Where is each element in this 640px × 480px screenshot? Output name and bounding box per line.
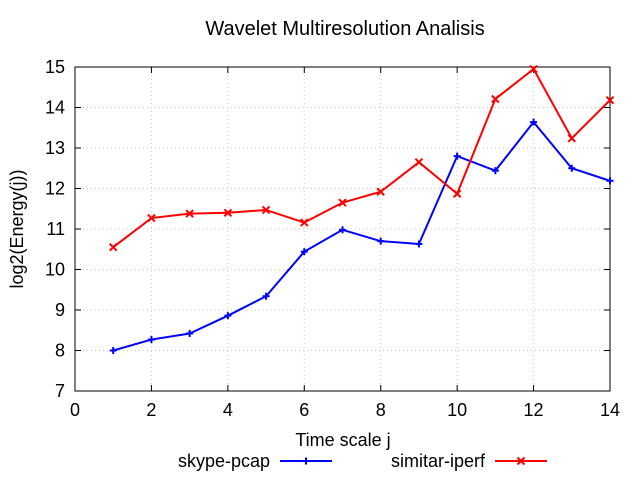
- data-point-skype-pcap: [415, 240, 423, 248]
- data-point-simitar-iperf: [261, 205, 271, 215]
- data-point-simitar-iperf: [452, 189, 462, 198]
- data-point-skype-pcap: [606, 177, 614, 185]
- y-tick-label: 11: [46, 219, 65, 239]
- data-point-skype-pcap: [109, 347, 117, 354]
- x-tick-label: 8: [376, 400, 386, 420]
- data-point-skype-pcap: [530, 118, 538, 126]
- y-tick-labels: 7 8 9 10 11 12 13 14 15: [45, 57, 65, 401]
- data-point-skype-pcap: [262, 292, 270, 300]
- chart-title: Wavelet Multiresolution Analisis: [205, 18, 484, 40]
- y-tick-label: 10: [45, 260, 65, 280]
- x-tick-label: 6: [299, 400, 309, 420]
- x-tick-labels: 0 2 4 6 8 10 12 14: [70, 400, 620, 420]
- x-tick-label: 0: [70, 400, 80, 420]
- x-tick-label: 12: [524, 400, 544, 420]
- data-point-simitar-iperf: [109, 243, 118, 252]
- series-skype-pcap: [109, 118, 614, 354]
- y-tick-label: 12: [45, 179, 65, 199]
- y-axis-label: log2(Energy(j)): [7, 169, 27, 288]
- series-group: [109, 64, 615, 354]
- legend-label-skype-pcap: skype-pcap: [178, 451, 270, 471]
- legend-marker: [516, 456, 526, 466]
- data-point-simitar-iperf: [605, 96, 615, 105]
- data-point-simitar-iperf: [300, 218, 309, 227]
- data-point-skype-pcap: [453, 152, 461, 160]
- legend-sample-simitar-iperf: [495, 456, 547, 466]
- data-point-simitar-iperf: [567, 134, 576, 143]
- data-point-skype-pcap: [491, 167, 499, 175]
- data-point-simitar-iperf: [376, 187, 385, 196]
- data-point-simitar-iperf: [223, 208, 233, 218]
- axis-ticks: [74, 66, 611, 392]
- data-point-skype-pcap: [300, 248, 308, 256]
- x-tick-label: 10: [447, 400, 467, 420]
- data-point-skype-pcap: [568, 164, 576, 172]
- data-point-simitar-iperf: [147, 213, 156, 223]
- legend-label-simitar-iperf: simitar-iperf: [391, 451, 486, 471]
- series-line-simitar-iperf: [112, 67, 611, 249]
- data-point-skype-pcap: [147, 336, 155, 344]
- series-simitar-iperf: [109, 64, 615, 252]
- data-point-skype-pcap: [186, 329, 194, 337]
- x-tick-label: 2: [146, 400, 156, 420]
- series-line-skype-pcap: [112, 120, 611, 352]
- y-tick-label: 13: [45, 138, 65, 158]
- x-tick-label: 4: [223, 400, 233, 420]
- y-tick-label: 14: [45, 98, 65, 118]
- data-point-skype-pcap: [377, 237, 385, 245]
- y-tick-label: 9: [55, 300, 65, 320]
- data-point-simitar-iperf: [414, 157, 424, 167]
- data-point-simitar-iperf: [491, 94, 500, 104]
- x-axis-label: Time scale j: [295, 430, 390, 450]
- legend: skype-pcap simitar-iperf: [178, 451, 547, 471]
- data-point-simitar-iperf: [338, 198, 347, 207]
- y-tick-label: 8: [55, 341, 65, 361]
- legend-marker: [302, 457, 310, 465]
- data-point-simitar-iperf: [529, 64, 538, 74]
- data-point-skype-pcap: [224, 312, 232, 320]
- data-point-skype-pcap: [339, 226, 346, 234]
- legend-sample-skype-pcap: [280, 457, 332, 465]
- data-point-simitar-iperf: [185, 209, 194, 218]
- x-tick-label: 14: [600, 400, 620, 420]
- y-tick-label: 7: [55, 381, 65, 401]
- y-tick-label: 15: [45, 57, 65, 77]
